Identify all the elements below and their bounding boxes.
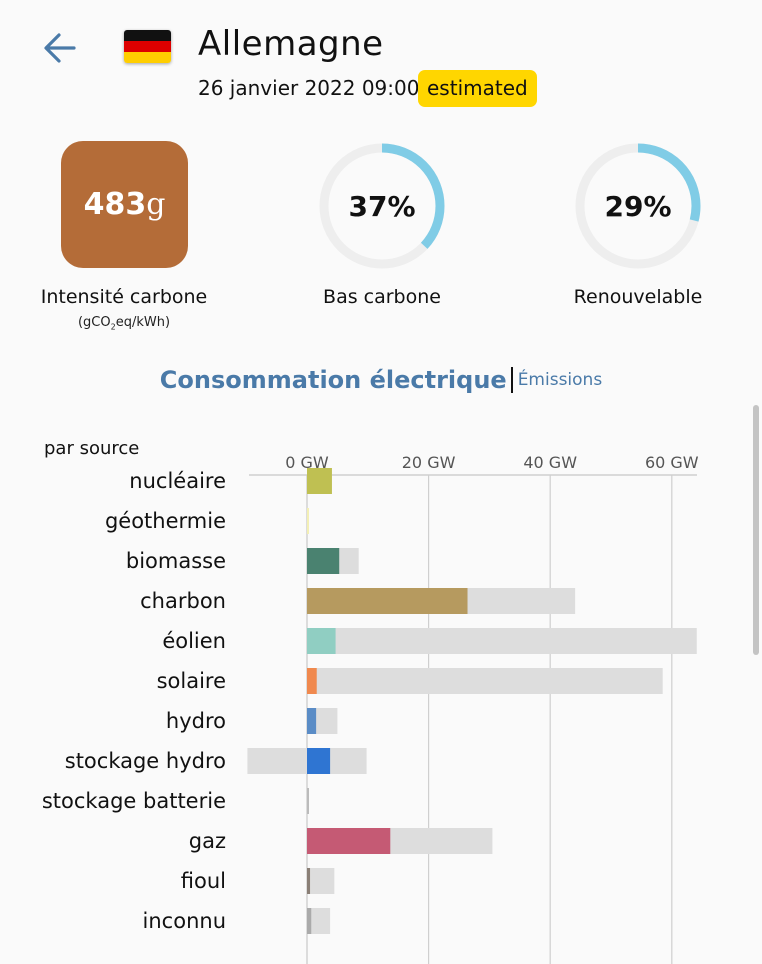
production-bar bbox=[307, 668, 317, 694]
chart-subtitle: par source bbox=[44, 438, 140, 459]
production-bar bbox=[307, 868, 311, 894]
renewable-label: Renouvelable bbox=[573, 286, 703, 308]
carbon-intensity-unit-label: (gCO2eq/kWh) bbox=[77, 315, 171, 332]
row-label: géothermie bbox=[105, 509, 226, 533]
row-label: éolien bbox=[162, 629, 226, 653]
back-button[interactable] bbox=[38, 26, 82, 70]
row-label: hydro bbox=[166, 709, 226, 733]
datetime-label: 26 janvier 2022 09:00 bbox=[198, 76, 420, 100]
x-tick-label: 60 GW bbox=[645, 453, 699, 472]
carbon-intensity-label: Intensité carbone bbox=[40, 286, 208, 308]
capacity-bar bbox=[307, 668, 663, 694]
production-bar bbox=[307, 508, 309, 534]
x-tick-label: 40 GW bbox=[523, 453, 577, 472]
production-chart: 0 GW 20 GW 40 GW 60 GW nucléaire géothermie bi… bbox=[42, 453, 699, 964]
carbon-intensity-unit: g bbox=[146, 187, 166, 222]
renewable-arc bbox=[575, 143, 701, 269]
production-bar bbox=[307, 588, 468, 614]
tab-consumption[interactable]: Consommation électrique bbox=[159, 366, 507, 394]
row-label: stockage hydro bbox=[65, 749, 226, 773]
x-tick-label: 20 GW bbox=[402, 453, 456, 472]
production-bar bbox=[307, 708, 317, 734]
row-label: biomasse bbox=[126, 549, 226, 573]
production-bar bbox=[307, 828, 391, 854]
arrow-left-icon bbox=[44, 33, 76, 63]
renewable-value: 29% bbox=[604, 189, 672, 223]
view-tabs: Consommation électrique Émissions bbox=[0, 366, 762, 394]
production-bar bbox=[307, 628, 336, 654]
row-label: solaire bbox=[157, 669, 226, 693]
row-label: nucléaire bbox=[129, 469, 226, 493]
estimated-badge: estimated bbox=[418, 70, 537, 107]
row-label: fioul bbox=[181, 869, 226, 893]
renewable-gauge: 29% bbox=[573, 141, 703, 271]
x-tick-label: 0 GW bbox=[285, 453, 329, 472]
flag-germany-icon bbox=[124, 30, 171, 63]
production-bar bbox=[307, 908, 312, 934]
production-bar bbox=[307, 468, 332, 494]
carbon-intensity-value: 483 bbox=[83, 187, 147, 222]
capacity-bar bbox=[307, 868, 335, 894]
carbon-intensity-badge: 483 g bbox=[61, 141, 188, 268]
capacity-bar bbox=[307, 628, 697, 654]
production-bar bbox=[307, 748, 331, 774]
low-carbon-gauge: 37% bbox=[317, 141, 447, 271]
low-carbon-arc bbox=[319, 143, 445, 269]
tab-separator bbox=[510, 367, 513, 393]
low-carbon-value: 37% bbox=[348, 189, 416, 223]
row-label: charbon bbox=[140, 589, 226, 613]
production-bar bbox=[307, 548, 340, 574]
row-label: gaz bbox=[189, 829, 226, 853]
low-carbon-label: Bas carbone bbox=[323, 286, 441, 308]
tab-emissions[interactable]: Émissions bbox=[517, 370, 603, 390]
row-label: inconnu bbox=[143, 909, 226, 933]
capacity-bar bbox=[307, 908, 331, 934]
scrollbar[interactable] bbox=[753, 405, 759, 655]
production-bar bbox=[307, 788, 309, 814]
row-label: stockage batterie bbox=[42, 789, 226, 813]
country-title: Allemagne bbox=[198, 24, 384, 64]
